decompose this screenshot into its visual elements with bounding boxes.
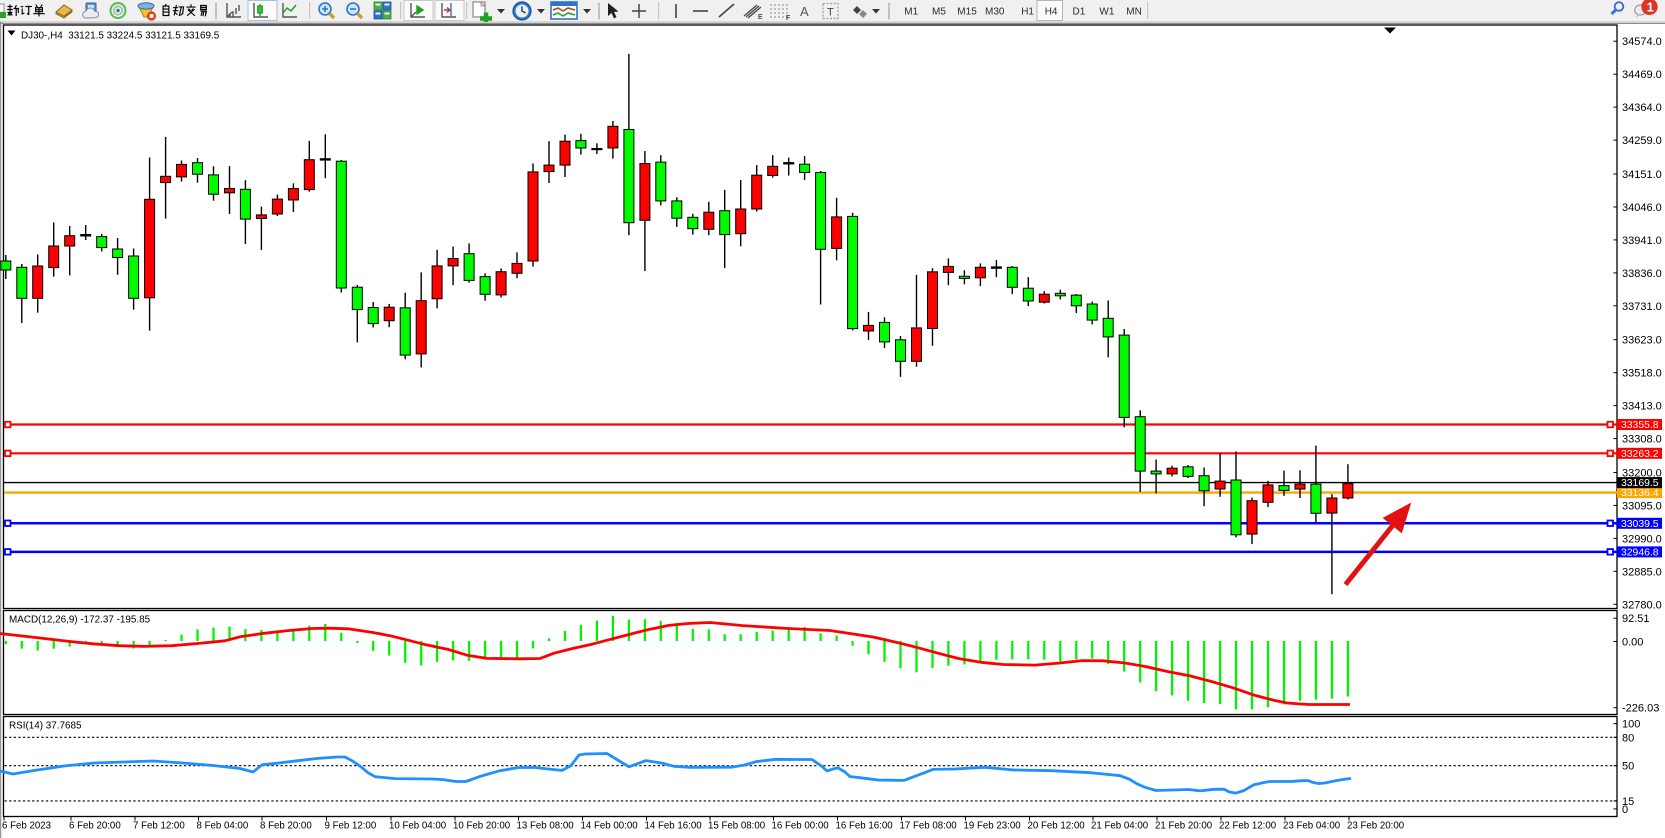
svg-text:34574.0: 34574.0 bbox=[1622, 36, 1662, 48]
svg-text:H1: H1 bbox=[1021, 7, 1034, 18]
svg-text:92.51: 92.51 bbox=[1622, 613, 1650, 625]
svg-text:22 Feb 12:00: 22 Feb 12:00 bbox=[1219, 821, 1277, 832]
svg-text:DJ30-,H4 33121.5 33224.5 3312: DJ30-,H4 33121.5 33224.5 33121.5 33169.5 bbox=[21, 31, 220, 42]
svg-text:9 Feb 12:00: 9 Feb 12:00 bbox=[325, 821, 377, 832]
svg-text:34364.0: 34364.0 bbox=[1622, 102, 1662, 114]
svg-text:32990.0: 32990.0 bbox=[1622, 533, 1662, 545]
svg-text:34469.0: 34469.0 bbox=[1622, 69, 1662, 81]
svg-text:7 Feb 12:00: 7 Feb 12:00 bbox=[133, 821, 185, 832]
svg-text:21 Feb 04:00: 21 Feb 04:00 bbox=[1091, 821, 1149, 832]
svg-text:33731.0: 33731.0 bbox=[1622, 301, 1662, 313]
svg-text:10 Feb 04:00: 10 Feb 04:00 bbox=[389, 821, 447, 832]
svg-text:33308.0: 33308.0 bbox=[1622, 434, 1662, 446]
svg-text:34046.0: 34046.0 bbox=[1622, 202, 1662, 214]
svg-text:H4: H4 bbox=[1045, 7, 1058, 18]
svg-text:33355.8: 33355.8 bbox=[1621, 420, 1659, 431]
svg-text:0.00: 0.00 bbox=[1622, 637, 1643, 649]
svg-text:M15: M15 bbox=[957, 7, 977, 18]
svg-text:1: 1 bbox=[1647, 0, 1654, 15]
svg-text:33518.0: 33518.0 bbox=[1622, 368, 1662, 380]
svg-text:33836.0: 33836.0 bbox=[1622, 268, 1662, 280]
svg-text:0: 0 bbox=[1622, 804, 1628, 816]
svg-text:D1: D1 bbox=[1073, 7, 1086, 18]
svg-text:80: 80 bbox=[1622, 732, 1634, 744]
svg-text:33263.2: 33263.2 bbox=[1621, 449, 1659, 460]
svg-text:100: 100 bbox=[1622, 719, 1640, 731]
svg-text:34151.0: 34151.0 bbox=[1622, 169, 1662, 181]
svg-text:MACD(12,26,9) -172.37 -195.85: MACD(12,26,9) -172.37 -195.85 bbox=[9, 615, 151, 626]
svg-text:T: T bbox=[827, 7, 834, 19]
svg-text:33200.0: 33200.0 bbox=[1622, 468, 1662, 480]
svg-text:33623.0: 33623.0 bbox=[1622, 335, 1662, 347]
svg-text:33095.0: 33095.0 bbox=[1622, 500, 1662, 512]
svg-text:8 Feb 20:00: 8 Feb 20:00 bbox=[260, 821, 312, 832]
svg-text:M5: M5 bbox=[932, 7, 946, 18]
svg-text:14 Feb 16:00: 14 Feb 16:00 bbox=[645, 821, 703, 832]
svg-text:20 Feb 12:00: 20 Feb 12:00 bbox=[1028, 821, 1086, 832]
svg-text:6 Feb 20:00: 6 Feb 20:00 bbox=[69, 821, 121, 832]
svg-text:33136.4: 33136.4 bbox=[1621, 488, 1659, 499]
svg-text:33039.5: 33039.5 bbox=[1621, 519, 1659, 530]
svg-text:M1: M1 bbox=[904, 7, 918, 18]
svg-text:21 Feb 20:00: 21 Feb 20:00 bbox=[1155, 821, 1213, 832]
svg-text:13 Feb 08:00: 13 Feb 08:00 bbox=[517, 821, 575, 832]
svg-text:8 Feb 04:00: 8 Feb 04:00 bbox=[197, 821, 249, 832]
svg-text:34259.0: 34259.0 bbox=[1622, 135, 1662, 147]
svg-text:MN: MN bbox=[1126, 7, 1142, 18]
svg-text:E: E bbox=[758, 14, 763, 21]
svg-text:23 Feb 04:00: 23 Feb 04:00 bbox=[1283, 821, 1341, 832]
svg-text:19 Feb 23:00: 19 Feb 23:00 bbox=[964, 821, 1022, 832]
svg-text:M30: M30 bbox=[985, 7, 1005, 18]
svg-text:23 Feb 20:00: 23 Feb 20:00 bbox=[1347, 821, 1405, 832]
svg-text:-226.03: -226.03 bbox=[1622, 703, 1659, 715]
svg-text:14 Feb 00:00: 14 Feb 00:00 bbox=[581, 821, 639, 832]
svg-text:10 Feb 20:00: 10 Feb 20:00 bbox=[453, 821, 511, 832]
svg-text:15: 15 bbox=[1622, 796, 1634, 808]
svg-text:32780.0: 32780.0 bbox=[1622, 599, 1662, 611]
svg-text:50: 50 bbox=[1622, 761, 1634, 773]
svg-text:F: F bbox=[786, 15, 790, 22]
svg-text:RSI(14) 37.7685: RSI(14) 37.7685 bbox=[9, 721, 82, 732]
svg-text:16 Feb 00:00: 16 Feb 00:00 bbox=[772, 821, 830, 832]
svg-text:33169.5: 33169.5 bbox=[1621, 478, 1659, 489]
svg-text:17 Feb 08:00: 17 Feb 08:00 bbox=[900, 821, 958, 832]
svg-text:32946.8: 32946.8 bbox=[1621, 548, 1659, 559]
svg-text:15 Feb 08:00: 15 Feb 08:00 bbox=[708, 821, 766, 832]
svg-text:33941.0: 33941.0 bbox=[1622, 235, 1662, 247]
svg-text:W1: W1 bbox=[1099, 7, 1114, 18]
svg-text:6 Feb 2023: 6 Feb 2023 bbox=[2, 821, 51, 832]
svg-text:16 Feb 16:00: 16 Feb 16:00 bbox=[836, 821, 894, 832]
svg-text:32885.0: 32885.0 bbox=[1622, 566, 1662, 578]
svg-text:A: A bbox=[800, 4, 809, 19]
svg-text:33413.0: 33413.0 bbox=[1622, 401, 1662, 413]
